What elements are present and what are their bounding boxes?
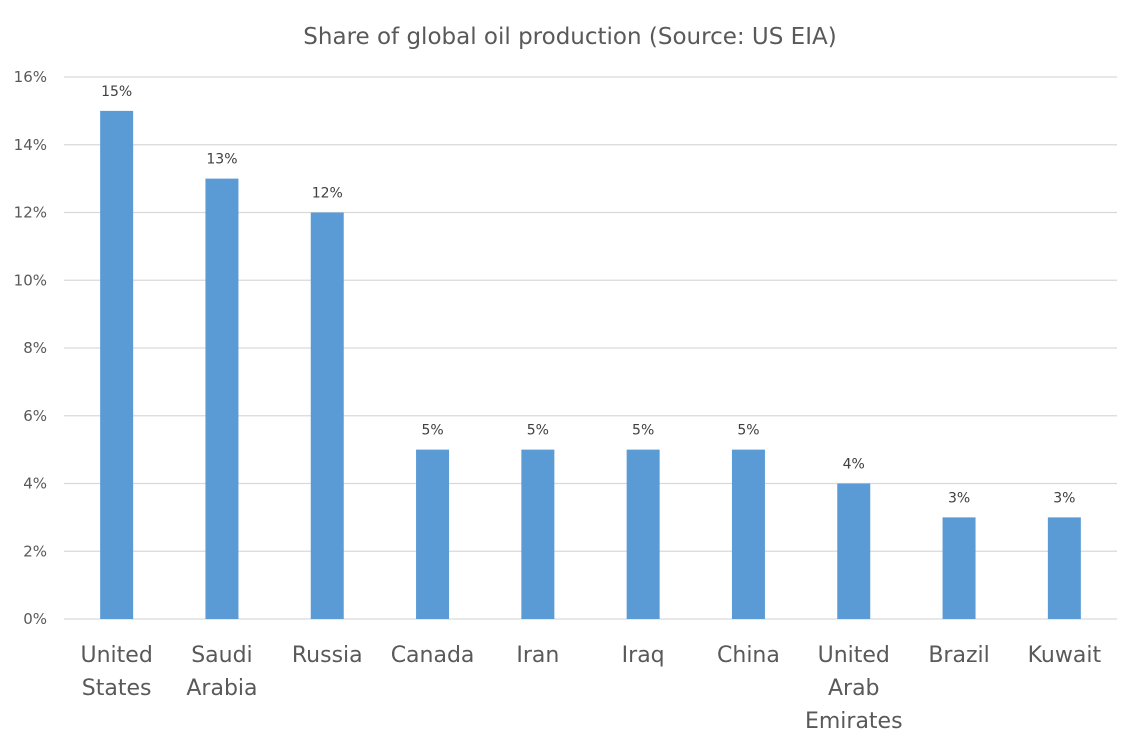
x-tick-label: Brazil [928,643,989,668]
y-tick-label: 10% [14,271,47,289]
x-tick-label: Iran [516,643,559,668]
bar [626,449,660,619]
bar [416,449,450,619]
data-labels: 15% 13% 12% 5% 5% 5% 5% 4% 3% 3% [101,84,1075,507]
y-tick-label: 0% [23,610,47,628]
x-tick-label: Kuwait [1028,643,1102,668]
chart-title: Share of global oil production (Source: … [303,24,836,50]
data-label: 15% [101,84,132,100]
bar [942,517,976,619]
x-tick-label: Russia [292,643,363,668]
bar [521,449,555,619]
bar [1047,517,1081,619]
bar [310,212,344,619]
data-label: 3% [1053,490,1075,506]
bar [837,483,871,619]
data-label: 5% [527,423,549,439]
data-label: 5% [421,423,443,439]
x-axis: United States Saudi Arabia Russia Canada Iran I… [81,643,1102,734]
x-tick-label: Saudi Arabia [186,643,257,701]
y-tick-label: 16% [14,68,47,86]
data-label: 12% [312,186,343,202]
bars [100,110,1081,619]
y-tick-label: 12% [14,204,47,222]
bar [205,178,239,619]
data-label: 5% [632,423,654,439]
data-label: 5% [737,423,759,439]
y-tick-label: 2% [23,542,47,560]
y-axis: 0% 2% 4% 6% 8% 10% 12% 14% 16% [14,68,47,628]
x-tick-label: United Arab Emirates [805,643,903,734]
bar [731,449,765,619]
data-label: 4% [843,457,865,473]
data-label: 3% [948,490,970,506]
y-tick-label: 14% [14,136,47,154]
x-tick-label: United States [81,643,153,701]
data-label: 13% [206,152,237,168]
x-tick-label: Canada [391,643,475,668]
y-tick-label: 8% [23,339,47,357]
y-tick-label: 6% [23,407,47,425]
x-tick-label: China [717,643,780,668]
x-tick-label: Iraq [622,643,665,668]
gridlines [64,76,1117,620]
bar [100,110,134,619]
y-tick-label: 4% [23,475,47,493]
